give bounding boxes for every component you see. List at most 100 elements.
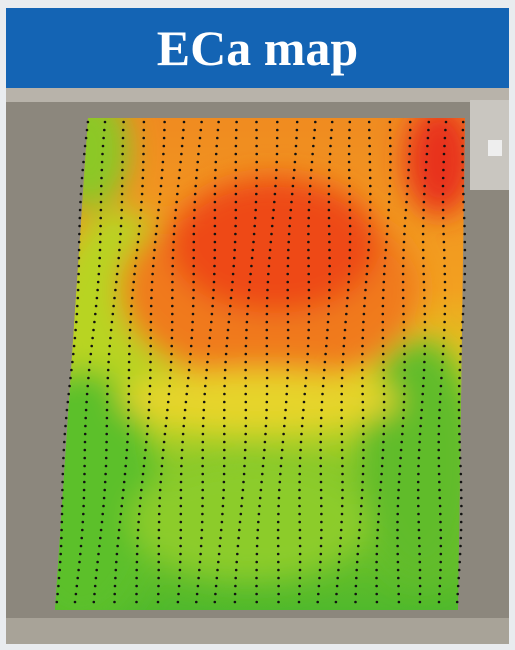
- survey-point: [109, 337, 112, 340]
- survey-point: [201, 465, 204, 468]
- survey-point: [382, 361, 385, 364]
- survey-point: [162, 161, 165, 164]
- survey-point: [103, 489, 106, 492]
- survey-point: [251, 257, 254, 260]
- survey-point: [299, 529, 302, 532]
- survey-point: [102, 145, 105, 148]
- survey-point: [235, 209, 238, 212]
- survey-point: [265, 417, 268, 420]
- survey-point: [284, 409, 287, 412]
- survey-point: [111, 321, 114, 324]
- survey-point: [422, 265, 425, 268]
- survey-point: [417, 465, 420, 468]
- survey-point: [151, 273, 154, 276]
- survey-point: [300, 433, 303, 436]
- survey-point: [383, 281, 386, 284]
- survey-point: [103, 129, 106, 132]
- survey-point: [176, 193, 179, 196]
- survey-point: [245, 409, 248, 412]
- survey-point: [121, 169, 124, 172]
- survey-point: [185, 393, 188, 396]
- survey-point: [285, 401, 288, 404]
- survey-point: [300, 441, 303, 444]
- survey-point: [245, 401, 248, 404]
- survey-point: [72, 353, 75, 356]
- survey-point: [443, 249, 446, 252]
- survey-point: [340, 521, 343, 524]
- survey-point: [460, 505, 463, 508]
- survey-point: [196, 169, 199, 172]
- survey-point: [80, 545, 83, 548]
- survey-point: [127, 401, 130, 404]
- survey-point: [94, 313, 97, 316]
- survey-point: [423, 201, 426, 204]
- survey-point: [222, 489, 225, 492]
- survey-point: [424, 345, 427, 348]
- survey-point: [328, 241, 331, 244]
- survey-point: [242, 481, 245, 484]
- survey-point: [460, 537, 463, 540]
- survey-point: [358, 537, 361, 540]
- survey-point: [106, 425, 109, 428]
- survey-point: [443, 329, 446, 332]
- survey-point: [361, 369, 364, 372]
- survey-point: [328, 265, 331, 268]
- survey-point: [81, 177, 84, 180]
- survey-point: [321, 393, 324, 396]
- survey-point: [82, 513, 85, 516]
- survey-point: [382, 449, 385, 452]
- survey-point: [244, 433, 247, 436]
- survey-point: [417, 497, 420, 500]
- survey-point: [200, 545, 203, 548]
- survey-point: [113, 601, 116, 604]
- survey-point: [215, 161, 218, 164]
- survey-point: [64, 425, 67, 428]
- survey-point: [277, 585, 280, 588]
- survey-point: [256, 553, 259, 556]
- survey-point: [302, 409, 305, 412]
- survey-point: [205, 369, 208, 372]
- survey-point: [443, 337, 446, 340]
- survey-point: [192, 305, 195, 308]
- survey-point: [339, 537, 342, 540]
- survey-point: [382, 289, 385, 292]
- survey-point: [245, 329, 248, 332]
- survey-point: [314, 121, 317, 124]
- survey-point: [78, 233, 81, 236]
- survey-point: [320, 417, 323, 420]
- survey-point: [328, 217, 331, 220]
- survey-point: [220, 529, 223, 532]
- survey-point: [279, 481, 282, 484]
- survey-point: [240, 505, 243, 508]
- survey-point: [234, 233, 237, 236]
- survey-point: [171, 289, 174, 292]
- survey-point: [266, 297, 269, 300]
- survey-point: [303, 393, 306, 396]
- survey-point: [396, 537, 399, 540]
- survey-point: [459, 457, 462, 460]
- survey-point: [78, 249, 81, 252]
- survey-point: [389, 129, 392, 132]
- survey-point: [461, 321, 464, 324]
- survey-point: [239, 521, 242, 524]
- survey-point: [124, 465, 127, 468]
- survey-point: [215, 153, 218, 156]
- survey-point: [108, 345, 111, 348]
- survey-point: [147, 417, 150, 420]
- survey-point: [221, 513, 224, 516]
- survey-point: [58, 577, 61, 580]
- survey-point: [214, 225, 217, 228]
- survey-point: [299, 561, 302, 564]
- page: ECa map: [0, 0, 515, 650]
- survey-point: [308, 209, 311, 212]
- survey-point: [100, 209, 103, 212]
- survey-point: [397, 497, 400, 500]
- survey-point: [328, 281, 331, 284]
- survey-point: [328, 201, 331, 204]
- survey-point: [349, 233, 352, 236]
- survey-point: [440, 377, 443, 380]
- survey-point: [419, 433, 422, 436]
- survey-point: [114, 585, 117, 588]
- survey-point: [201, 497, 204, 500]
- survey-point: [180, 505, 183, 508]
